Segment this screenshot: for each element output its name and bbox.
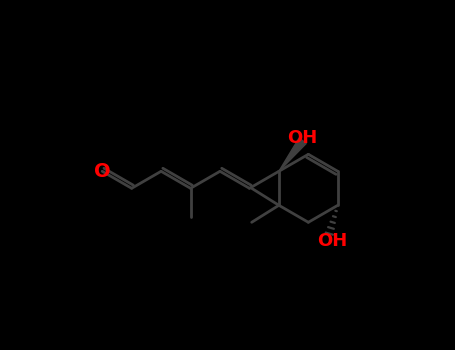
Text: OH: OH: [318, 232, 348, 250]
Polygon shape: [279, 138, 306, 171]
Text: OH: OH: [288, 129, 318, 147]
Text: O: O: [94, 162, 111, 181]
